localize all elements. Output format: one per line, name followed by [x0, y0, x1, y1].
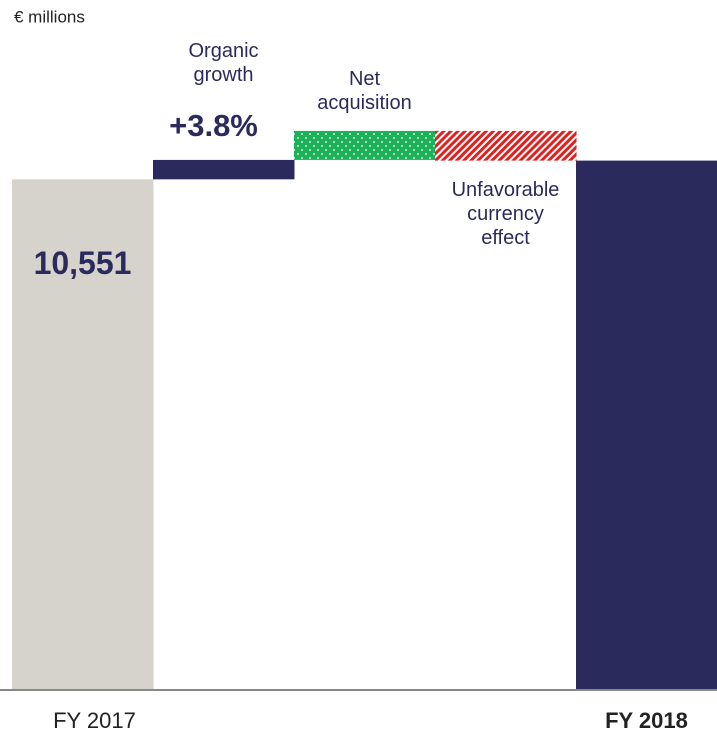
bar-label: growth [193, 64, 253, 86]
unit-label: € millions [14, 7, 85, 26]
value-label: 10,938 [598, 175, 696, 211]
value-label: 10,551 [34, 245, 132, 281]
bar [12, 179, 154, 690]
bar [576, 160, 717, 690]
bar-label: effect [481, 227, 530, 249]
bar-label: Net [349, 68, 381, 90]
annotation: +3.8% [169, 108, 258, 143]
bar [435, 130, 577, 161]
bar [294, 130, 436, 160]
bar-label: acquisition [317, 92, 412, 114]
bar-label: Organic [188, 40, 258, 62]
bar-label: currency [467, 203, 544, 225]
x-tick-label: FY 2017 [53, 708, 136, 733]
bar-label: Unfavorable [452, 179, 560, 201]
x-tick-label: FY 2018 [605, 708, 688, 733]
bar [153, 159, 295, 180]
